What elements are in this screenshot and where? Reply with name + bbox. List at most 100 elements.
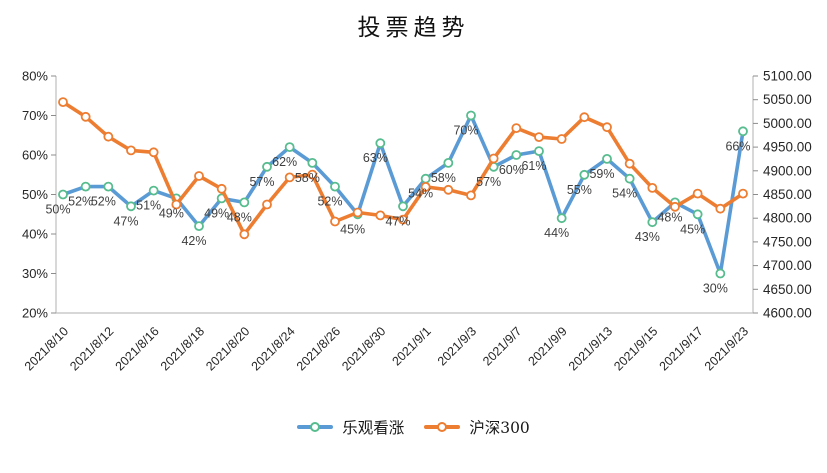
data-point-marker-icon bbox=[58, 97, 68, 107]
data-point-marker-icon bbox=[556, 134, 567, 144]
left-axis-tick-label: 60% bbox=[22, 148, 48, 163]
x-axis-date-label: 2021/9/3 bbox=[435, 324, 479, 368]
x-axis-date-label: 2021/9/7 bbox=[480, 324, 524, 368]
data-point-marker-icon bbox=[352, 207, 363, 218]
data-point-marker-icon bbox=[307, 169, 318, 180]
data-point-marker-icon bbox=[171, 199, 182, 210]
x-axis-date-label: 2021/9/17 bbox=[657, 324, 706, 373]
data-point-label: 50% bbox=[45, 203, 70, 217]
legend-item-hs300[interactable]: 沪深300 bbox=[424, 416, 530, 438]
left-axis-tick-label: 20% bbox=[22, 306, 48, 321]
data-point-marker-icon bbox=[262, 199, 272, 210]
data-point-label: 57% bbox=[476, 175, 501, 189]
x-axis-date-label: 2021/8/10 bbox=[22, 324, 71, 373]
data-point-marker-icon bbox=[284, 172, 295, 183]
left-axis-tick-label: 80% bbox=[22, 69, 48, 84]
x-axis-date-label: 2021/9/13 bbox=[566, 324, 615, 373]
data-point-label: 60% bbox=[499, 163, 524, 177]
data-point-label: 42% bbox=[181, 234, 206, 248]
data-point-marker-icon bbox=[239, 229, 250, 240]
data-point-marker-icon bbox=[398, 214, 408, 225]
legend-item-optimistic-bullish[interactable]: 乐观看涨 bbox=[297, 416, 404, 438]
right-axis-tick-label: 5050.00 bbox=[763, 92, 812, 107]
data-point-marker-icon bbox=[715, 203, 726, 214]
data-point-marker-icon bbox=[738, 188, 748, 199]
data-point-marker-icon bbox=[579, 112, 590, 123]
right-axis-tick-label: 4900.00 bbox=[763, 163, 812, 178]
data-point-label: 54% bbox=[612, 187, 637, 201]
data-point-marker-icon bbox=[148, 147, 159, 158]
data-point-label: 61% bbox=[521, 159, 546, 173]
data-point-marker-icon bbox=[284, 142, 295, 153]
data-point-label: 62% bbox=[272, 155, 297, 169]
data-point-label: 55% bbox=[567, 183, 592, 197]
data-point-marker-icon bbox=[80, 181, 91, 192]
data-point-marker-icon bbox=[647, 182, 658, 193]
left-axis-tick-label: 70% bbox=[22, 108, 48, 123]
legend-label-optimistic-bullish: 乐观看涨 bbox=[342, 419, 405, 437]
data-point-label: 54% bbox=[408, 187, 433, 201]
data-point-marker-icon bbox=[216, 183, 227, 194]
data-point-label: 70% bbox=[453, 124, 478, 138]
right-axis-tick-label: 4800.00 bbox=[763, 211, 812, 226]
data-point-marker-icon bbox=[647, 217, 658, 228]
data-point-marker-icon bbox=[488, 153, 499, 164]
data-point-label: 47% bbox=[385, 214, 410, 228]
data-point-label: 66% bbox=[725, 139, 750, 153]
data-point-marker-icon bbox=[262, 161, 272, 172]
data-point-marker-icon bbox=[126, 201, 136, 212]
data-point-label: 52% bbox=[91, 195, 116, 209]
data-point-marker-icon bbox=[443, 157, 454, 168]
x-axis-date-label: 2021/9/23 bbox=[702, 324, 751, 373]
data-point-marker-icon bbox=[239, 197, 250, 208]
right-axis-tick-label: 4850.00 bbox=[763, 187, 812, 202]
data-point-marker-icon bbox=[534, 132, 544, 143]
x-axis-date-label: 2021/8/30 bbox=[339, 324, 388, 373]
data-point-marker-icon bbox=[58, 189, 68, 200]
x-axis-date-label: 2021/9/1 bbox=[389, 324, 433, 368]
data-point-marker-icon bbox=[670, 201, 680, 212]
left-axis-tick-label: 50% bbox=[22, 187, 48, 202]
data-point-label: 30% bbox=[703, 282, 728, 296]
right-axis-tick-label: 4950.00 bbox=[763, 140, 812, 155]
data-point-label: 58% bbox=[295, 171, 320, 185]
legend-line-swatch-orange bbox=[424, 422, 461, 432]
right-axis-tick-label: 4600.00 bbox=[763, 306, 812, 321]
data-point-label: 51% bbox=[136, 199, 161, 213]
legend-label-hs300: 沪深300 bbox=[469, 419, 530, 437]
data-point-marker-icon bbox=[307, 157, 318, 168]
x-axis-date-label: 2021/8/26 bbox=[294, 324, 343, 373]
x-axis-date-label: 2021/9/9 bbox=[525, 324, 569, 368]
data-point-marker-icon bbox=[738, 126, 748, 137]
right-axis-tick-label: 5100.00 bbox=[763, 69, 812, 84]
data-point-label: 58% bbox=[431, 171, 456, 185]
data-point-label: 49% bbox=[204, 206, 229, 220]
data-point-marker-icon bbox=[126, 145, 136, 156]
data-point-label: 57% bbox=[249, 175, 274, 189]
data-point-marker-icon bbox=[80, 111, 91, 122]
data-point-label: 43% bbox=[635, 230, 660, 244]
x-axis-date-label: 2021/8/24 bbox=[249, 324, 298, 373]
right-axis-tick-label: 4650.00 bbox=[763, 282, 812, 297]
x-axis-date-label: 2021/8/18 bbox=[158, 324, 207, 373]
left-axis-tick-label: 40% bbox=[22, 227, 48, 242]
legend-line-swatch-blue bbox=[297, 422, 334, 432]
data-point-marker-icon bbox=[556, 213, 567, 224]
chart-legend: 乐观看涨 沪深300 bbox=[0, 416, 827, 438]
x-axis-date-label: 2021/9/15 bbox=[611, 324, 660, 373]
data-point-marker-icon bbox=[330, 181, 340, 192]
data-point-marker-icon bbox=[692, 209, 703, 220]
data-point-marker-icon bbox=[534, 146, 544, 157]
data-point-marker-icon bbox=[194, 171, 204, 181]
right-axis-tick-label: 4700.00 bbox=[763, 258, 812, 273]
right-axis-tick-label: 5000.00 bbox=[763, 116, 812, 131]
right-axis-tick-label: 4750.00 bbox=[763, 234, 812, 249]
data-point-label: 52% bbox=[317, 195, 342, 209]
data-point-marker-icon bbox=[194, 221, 204, 232]
legend-circle-marker-icon bbox=[437, 422, 448, 432]
data-point-marker-icon bbox=[624, 173, 635, 184]
data-point-label: 63% bbox=[363, 151, 388, 165]
data-point-label: 48% bbox=[227, 210, 252, 224]
x-axis-date-label: 2021/8/12 bbox=[67, 324, 116, 373]
